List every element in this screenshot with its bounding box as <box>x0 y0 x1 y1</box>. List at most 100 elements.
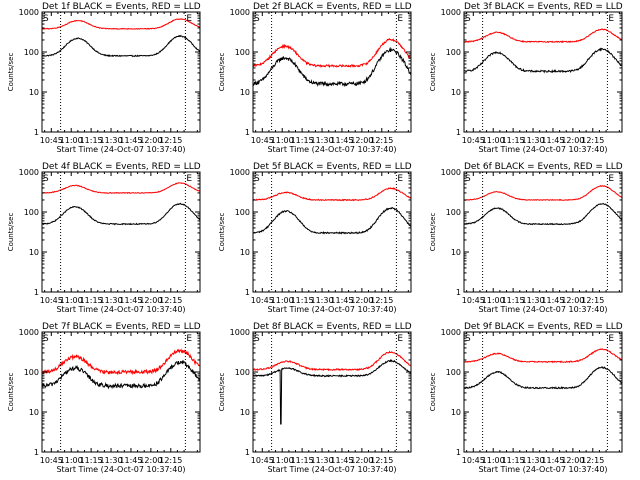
marker-label: S <box>43 334 49 344</box>
plot-frame <box>252 331 412 453</box>
x-tick-label: 10:45 <box>462 136 485 145</box>
events-series-line <box>41 202 201 226</box>
y-tick-label: 1 <box>34 448 39 457</box>
lld-series-line <box>252 187 412 202</box>
y-tick-label: 10 <box>240 408 250 417</box>
events-series-line <box>252 206 412 235</box>
x-tick-label: 11:00 <box>482 136 505 145</box>
y-tick-label: 100 <box>235 208 250 217</box>
y-tick-label: 1 <box>245 128 250 137</box>
lld-series-line <box>463 28 622 44</box>
plot-frame <box>252 11 412 133</box>
x-tick-label: 11:45 <box>541 136 564 145</box>
x-tick-label: 11:15 <box>80 456 103 465</box>
detector-panel: S E Det 7f BLACK = Events, RED = LLD 1 10 100… <box>7 322 201 474</box>
marker-label: E <box>186 174 192 184</box>
x-tick-label: 11:30 <box>100 296 123 305</box>
y-tick-label: 1000 <box>230 168 250 177</box>
marker-label: S <box>254 334 260 344</box>
x-tick-label: 11:45 <box>119 296 142 305</box>
x-tick-label: 12:15 <box>159 296 182 305</box>
x-axis-label: Start Time (24-Oct-07 10:37:40) <box>478 465 607 474</box>
x-tick-label: 11:15 <box>502 296 525 305</box>
x-tick-label: 11:00 <box>482 456 505 465</box>
x-tick-label: 12:15 <box>370 296 393 305</box>
x-tick-label: 11:30 <box>522 456 545 465</box>
y-tick-label: 1 <box>34 128 39 137</box>
y-tick-label: 100 <box>24 368 39 377</box>
x-tick-label: 12:00 <box>350 136 373 145</box>
x-tick-label: 11:45 <box>541 296 564 305</box>
plot-frame <box>463 171 623 293</box>
marker-label: S <box>465 174 471 184</box>
x-tick-label: 10:45 <box>462 296 485 305</box>
y-tick-label: 10 <box>451 408 461 417</box>
x-tick-label: 12:00 <box>561 296 584 305</box>
detector-panel: S E Det 3f BLACK = Events, RED = LLD 1 10 100… <box>429 2 623 154</box>
marker-label: S <box>254 174 260 184</box>
detector-panel: S E Det 6f BLACK = Events, RED = LLD 1 10 100… <box>429 162 623 314</box>
chart-title: Det 9f BLACK = Events, RED = LLD <box>464 322 623 332</box>
y-tick-label: 1000 <box>19 328 39 337</box>
x-tick-label: 10:45 <box>251 296 274 305</box>
x-tick-label: 11:15 <box>502 456 525 465</box>
x-tick-label: 11:15 <box>80 136 103 145</box>
y-tick-label: 1000 <box>230 8 250 17</box>
x-tick-label: 11:00 <box>271 296 294 305</box>
x-tick-label: 11:30 <box>522 136 545 145</box>
events-series-line <box>252 359 411 425</box>
x-tick-label: 12:00 <box>139 456 162 465</box>
x-tick-label: 12:00 <box>561 136 584 145</box>
y-axis-label: Counts/sec <box>7 373 15 412</box>
x-tick-label: 12:00 <box>350 296 373 305</box>
marker-label: S <box>465 14 471 24</box>
x-tick-label: 12:15 <box>159 456 182 465</box>
detector-panel: S E Det 5f BLACK = Events, RED = LLD 1 10 100… <box>218 162 412 314</box>
chart-title: Det 1f BLACK = Events, RED = LLD <box>42 2 201 12</box>
x-tick-label: 10:45 <box>40 136 63 145</box>
marker-label: S <box>254 14 260 24</box>
events-series-line <box>464 47 622 74</box>
lld-series-line <box>252 37 411 69</box>
x-axis-label: Start Time (24-Oct-07 10:37:40) <box>478 145 607 154</box>
y-tick-label: 1 <box>34 288 39 297</box>
x-tick-label: 10:45 <box>40 456 63 465</box>
x-tick-label: 11:30 <box>100 456 123 465</box>
y-tick-label: 100 <box>446 48 461 57</box>
chart-title: Det 4f BLACK = Events, RED = LLD <box>42 162 201 172</box>
x-tick-label: 11:30 <box>522 296 545 305</box>
events-series-line <box>463 366 622 390</box>
marker-label: E <box>397 174 403 184</box>
x-tick-label: 11:15 <box>291 296 314 305</box>
marker-label: S <box>43 14 49 24</box>
x-tick-label: 11:00 <box>271 456 294 465</box>
x-tick-label: 11:15 <box>80 296 103 305</box>
plot-frame <box>463 11 623 133</box>
chart-title: Det 5f BLACK = Events, RED = LLD <box>253 162 412 172</box>
y-tick-label: 100 <box>235 48 250 57</box>
lld-series-line <box>41 348 201 376</box>
x-tick-label: 11:45 <box>541 456 564 465</box>
x-tick-label: 12:15 <box>581 136 604 145</box>
x-tick-label: 11:45 <box>119 456 142 465</box>
x-tick-label: 12:15 <box>581 456 604 465</box>
y-tick-label: 1000 <box>441 328 461 337</box>
y-tick-label: 1 <box>456 288 461 297</box>
y-tick-label: 10 <box>451 88 461 97</box>
marker-label: E <box>608 334 614 344</box>
plot-frame <box>252 171 412 293</box>
y-tick-label: 1 <box>245 448 250 457</box>
x-axis-label: Start Time (24-Oct-07 10:37:40) <box>478 305 607 314</box>
x-tick-label: 10:45 <box>251 456 274 465</box>
chart-title: Det 3f BLACK = Events, RED = LLD <box>464 2 623 12</box>
y-tick-label: 1 <box>245 288 250 297</box>
y-axis-label: Counts/sec <box>218 373 226 412</box>
y-tick-label: 100 <box>446 368 461 377</box>
x-axis-label: Start Time (24-Oct-07 10:37:40) <box>267 305 396 314</box>
y-tick-label: 10 <box>29 248 39 257</box>
plot-frame <box>41 11 201 133</box>
y-tick-label: 10 <box>29 88 39 97</box>
x-tick-label: 11:00 <box>60 136 83 145</box>
x-tick-label: 11:00 <box>482 296 505 305</box>
lld-series-line <box>463 348 622 364</box>
